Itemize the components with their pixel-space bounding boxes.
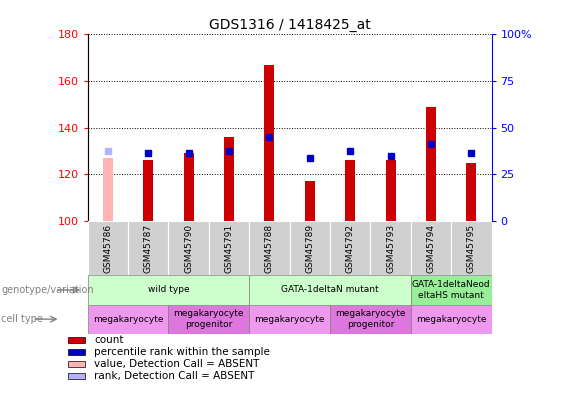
Text: GSM45790: GSM45790 (184, 224, 193, 273)
Bar (184, 153, 194, 221)
Bar (68, 349, 85, 355)
Bar (249, 221, 289, 275)
Bar (68, 373, 85, 379)
Bar (345, 160, 355, 221)
Bar (168, 221, 209, 275)
Bar (249, 275, 411, 305)
Text: GSM45789: GSM45789 (305, 224, 314, 273)
Text: GSM45794: GSM45794 (427, 224, 436, 273)
Bar (411, 221, 451, 275)
Text: GSM45786: GSM45786 (103, 224, 112, 273)
Bar (411, 305, 492, 334)
Text: megakaryocyte
progenitor: megakaryocyte progenitor (335, 309, 406, 329)
Text: GSM45792: GSM45792 (346, 224, 355, 273)
Bar (168, 305, 249, 334)
Bar (305, 181, 315, 221)
Text: percentile rank within the sample: percentile rank within the sample (94, 347, 270, 357)
Bar (68, 361, 85, 367)
Bar (88, 275, 249, 305)
Bar (290, 221, 330, 275)
Bar (68, 337, 85, 343)
Title: GDS1316 / 1418425_at: GDS1316 / 1418425_at (208, 18, 371, 32)
Text: GSM45793: GSM45793 (386, 224, 395, 273)
Bar (249, 305, 330, 334)
Bar (385, 160, 396, 221)
Text: count: count (94, 335, 123, 345)
Bar (264, 65, 275, 221)
Bar (103, 158, 113, 221)
Bar (128, 221, 168, 275)
Bar (143, 160, 153, 221)
Text: GSM45788: GSM45788 (265, 224, 274, 273)
Text: GATA-1deltaN mutant: GATA-1deltaN mutant (281, 286, 379, 294)
Text: megakaryocyte: megakaryocyte (254, 315, 325, 324)
Text: GATA-1deltaNeod
eltaHS mutant: GATA-1deltaNeod eltaHS mutant (412, 280, 490, 300)
Bar (224, 137, 234, 221)
Bar (466, 162, 476, 221)
Bar (88, 221, 128, 275)
Text: megakaryocyte: megakaryocyte (416, 315, 486, 324)
Text: rank, Detection Call = ABSENT: rank, Detection Call = ABSENT (94, 371, 254, 381)
Bar (426, 107, 436, 221)
Text: wild type: wild type (147, 286, 189, 294)
Text: cell type: cell type (1, 314, 43, 324)
Bar (209, 221, 249, 275)
Text: megakaryocyte: megakaryocyte (93, 315, 163, 324)
Bar (371, 221, 411, 275)
Text: GSM45791: GSM45791 (224, 224, 233, 273)
Bar (330, 221, 371, 275)
Bar (411, 275, 492, 305)
Text: value, Detection Call = ABSENT: value, Detection Call = ABSENT (94, 359, 259, 369)
Text: GSM45787: GSM45787 (144, 224, 153, 273)
Bar (330, 305, 411, 334)
Text: genotype/variation: genotype/variation (1, 285, 94, 295)
Text: GSM45795: GSM45795 (467, 224, 476, 273)
Bar (88, 305, 168, 334)
Bar (451, 221, 492, 275)
Text: megakaryocyte
progenitor: megakaryocyte progenitor (173, 309, 244, 329)
